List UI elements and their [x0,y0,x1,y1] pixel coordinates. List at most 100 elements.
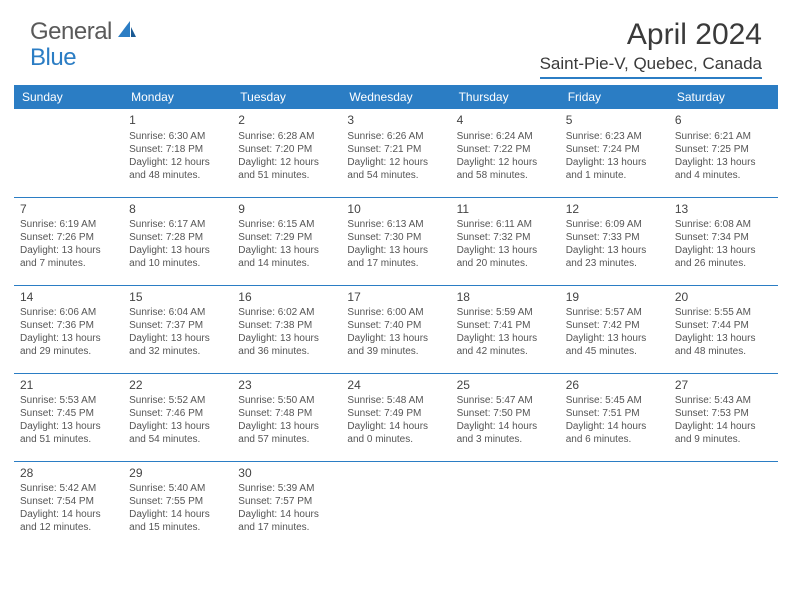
calendar-wrap: SundayMondayTuesdayWednesdayThursdayFrid… [0,85,792,549]
calendar-cell: 23Sunrise: 5:50 AMSunset: 7:48 PMDayligh… [232,373,341,461]
sunset-text: Sunset: 7:42 PM [566,319,663,332]
calendar-cell [451,461,560,549]
sunset-text: Sunset: 7:45 PM [20,407,117,420]
weekday-header: Wednesday [341,85,450,109]
sunrise-text: Sunrise: 6:30 AM [129,130,226,143]
calendar-cell: 12Sunrise: 6:09 AMSunset: 7:33 PMDayligh… [560,197,669,285]
sunset-text: Sunset: 7:44 PM [675,319,772,332]
day-number: 3 [347,113,444,129]
daylight-text: Daylight: 13 hours and 4 minutes. [675,156,772,182]
sunset-text: Sunset: 7:30 PM [347,231,444,244]
sunrise-text: Sunrise: 6:11 AM [457,218,554,231]
day-number: 26 [566,378,663,394]
calendar-body: 1Sunrise: 6:30 AMSunset: 7:18 PMDaylight… [14,109,778,549]
sunrise-text: Sunrise: 6:21 AM [675,130,772,143]
calendar-cell: 13Sunrise: 6:08 AMSunset: 7:34 PMDayligh… [669,197,778,285]
day-number: 19 [566,290,663,306]
sunrise-text: Sunrise: 5:43 AM [675,394,772,407]
calendar-cell: 30Sunrise: 5:39 AMSunset: 7:57 PMDayligh… [232,461,341,549]
sunrise-text: Sunrise: 6:26 AM [347,130,444,143]
sunrise-text: Sunrise: 6:13 AM [347,218,444,231]
sunset-text: Sunset: 7:49 PM [347,407,444,420]
sunset-text: Sunset: 7:46 PM [129,407,226,420]
daylight-text: Daylight: 13 hours and 57 minutes. [238,420,335,446]
calendar-cell: 1Sunrise: 6:30 AMSunset: 7:18 PMDaylight… [123,109,232,197]
logo-text-general: General [30,18,112,46]
day-number: 13 [675,202,772,218]
day-number: 29 [129,466,226,482]
sunset-text: Sunset: 7:20 PM [238,143,335,156]
daylight-text: Daylight: 13 hours and 14 minutes. [238,244,335,270]
sunset-text: Sunset: 7:40 PM [347,319,444,332]
sunrise-text: Sunrise: 5:47 AM [457,394,554,407]
calendar-cell [14,109,123,197]
calendar-cell: 27Sunrise: 5:43 AMSunset: 7:53 PMDayligh… [669,373,778,461]
sunset-text: Sunset: 7:41 PM [457,319,554,332]
sunrise-text: Sunrise: 6:15 AM [238,218,335,231]
calendar-cell: 16Sunrise: 6:02 AMSunset: 7:38 PMDayligh… [232,285,341,373]
sunrise-text: Sunrise: 5:42 AM [20,482,117,495]
calendar-cell [341,461,450,549]
day-number: 14 [20,290,117,306]
calendar-cell: 19Sunrise: 5:57 AMSunset: 7:42 PMDayligh… [560,285,669,373]
calendar-cell [669,461,778,549]
daylight-text: Daylight: 13 hours and 17 minutes. [347,244,444,270]
logo-sail-icon [116,19,138,46]
sunrise-text: Sunrise: 5:48 AM [347,394,444,407]
daylight-text: Daylight: 13 hours and 39 minutes. [347,332,444,358]
sunrise-text: Sunrise: 5:39 AM [238,482,335,495]
sunrise-text: Sunrise: 6:19 AM [20,218,117,231]
calendar-cell: 10Sunrise: 6:13 AMSunset: 7:30 PMDayligh… [341,197,450,285]
sunset-text: Sunset: 7:33 PM [566,231,663,244]
daylight-text: Daylight: 14 hours and 0 minutes. [347,420,444,446]
calendar-week: 1Sunrise: 6:30 AMSunset: 7:18 PMDaylight… [14,109,778,197]
sunset-text: Sunset: 7:34 PM [675,231,772,244]
calendar-week: 21Sunrise: 5:53 AMSunset: 7:45 PMDayligh… [14,373,778,461]
calendar-cell: 29Sunrise: 5:40 AMSunset: 7:55 PMDayligh… [123,461,232,549]
daylight-text: Daylight: 13 hours and 51 minutes. [20,420,117,446]
day-number: 28 [20,466,117,482]
weekday-header: Friday [560,85,669,109]
calendar-cell: 11Sunrise: 6:11 AMSunset: 7:32 PMDayligh… [451,197,560,285]
calendar-cell: 17Sunrise: 6:00 AMSunset: 7:40 PMDayligh… [341,285,450,373]
daylight-text: Daylight: 14 hours and 3 minutes. [457,420,554,446]
weekday-row: SundayMondayTuesdayWednesdayThursdayFrid… [14,85,778,109]
day-number: 16 [238,290,335,306]
day-number: 12 [566,202,663,218]
logo-text-blue: Blue [30,44,76,71]
day-number: 7 [20,202,117,218]
sunset-text: Sunset: 7:26 PM [20,231,117,244]
daylight-text: Daylight: 12 hours and 51 minutes. [238,156,335,182]
sunrise-text: Sunrise: 5:53 AM [20,394,117,407]
daylight-text: Daylight: 14 hours and 17 minutes. [238,508,335,534]
sunrise-text: Sunrise: 6:17 AM [129,218,226,231]
calendar-table: SundayMondayTuesdayWednesdayThursdayFrid… [14,85,778,549]
weekday-header: Tuesday [232,85,341,109]
sunset-text: Sunset: 7:50 PM [457,407,554,420]
sunset-text: Sunset: 7:38 PM [238,319,335,332]
calendar-cell: 3Sunrise: 6:26 AMSunset: 7:21 PMDaylight… [341,109,450,197]
daylight-text: Daylight: 13 hours and 26 minutes. [675,244,772,270]
day-number: 25 [457,378,554,394]
sunrise-text: Sunrise: 6:28 AM [238,130,335,143]
calendar-cell: 4Sunrise: 6:24 AMSunset: 7:22 PMDaylight… [451,109,560,197]
daylight-text: Daylight: 14 hours and 15 minutes. [129,508,226,534]
sunset-text: Sunset: 7:48 PM [238,407,335,420]
sunset-text: Sunset: 7:25 PM [675,143,772,156]
sunrise-text: Sunrise: 6:09 AM [566,218,663,231]
sunset-text: Sunset: 7:24 PM [566,143,663,156]
sunrise-text: Sunrise: 6:23 AM [566,130,663,143]
calendar-cell: 26Sunrise: 5:45 AMSunset: 7:51 PMDayligh… [560,373,669,461]
day-number: 9 [238,202,335,218]
calendar-week: 7Sunrise: 6:19 AMSunset: 7:26 PM Daylight… [14,197,778,285]
calendar-cell: 8Sunrise: 6:17 AMSunset: 7:28 PMDaylight… [123,197,232,285]
daylight-text: Daylight: 13 hours and 29 minutes. [20,332,117,358]
calendar-cell: 28Sunrise: 5:42 AMSunset: 7:54 PMDayligh… [14,461,123,549]
sunrise-text: Sunrise: 5:40 AM [129,482,226,495]
sunrise-text: Sunrise: 5:59 AM [457,306,554,319]
calendar-cell: 5Sunrise: 6:23 AMSunset: 7:24 PMDaylight… [560,109,669,197]
sunrise-text: Sunrise: 5:52 AM [129,394,226,407]
day-number: 22 [129,378,226,394]
location: Saint-Pie-V, Quebec, Canada [540,54,762,79]
day-number: 5 [566,113,663,129]
